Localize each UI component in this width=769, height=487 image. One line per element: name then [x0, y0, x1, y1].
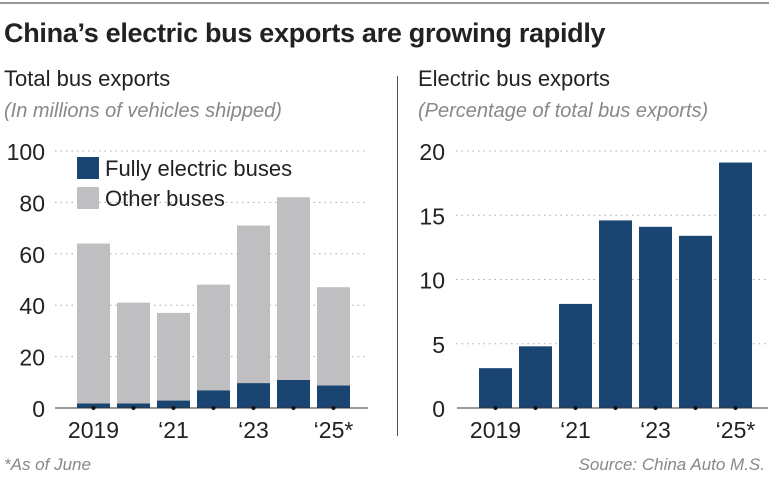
y-tick-label: 0	[32, 396, 45, 422]
right-chart-title: Electric bus exports	[418, 66, 610, 91]
x-tick	[171, 406, 176, 410]
bar-other	[117, 302, 150, 404]
figure-title: China’s electric bus exports are growing…	[4, 18, 606, 48]
y-tick-label: 15	[419, 203, 445, 229]
x-tick-label: ‘21	[158, 417, 189, 443]
right-chart-subtitle: (Percentage of total bus exports)	[418, 100, 709, 122]
top-rule	[0, 2, 769, 4]
y-tick-label: 10	[419, 268, 445, 294]
legend-swatch	[77, 157, 99, 179]
x-tick-label: 2019	[68, 417, 119, 443]
bar-electric	[197, 390, 230, 408]
bar-electric-share	[639, 226, 672, 408]
bar-electric	[77, 403, 110, 408]
bar-electric-share	[719, 162, 752, 408]
bar-electric-share	[679, 235, 712, 408]
x-tick-label: ‘23	[640, 417, 671, 443]
bar-electric-share	[479, 368, 512, 408]
x-tick	[251, 406, 256, 410]
y-tick-label: 40	[19, 293, 45, 319]
x-tick-label: ‘25*	[314, 417, 354, 443]
x-tick	[693, 406, 698, 410]
y-tick-label: 0	[432, 396, 445, 422]
bar-other	[237, 225, 270, 384]
left-chart-title: Total bus exports	[4, 66, 171, 91]
x-tick	[291, 406, 296, 410]
bar-other	[197, 284, 230, 391]
divider	[397, 76, 398, 436]
bar-electric	[157, 400, 190, 408]
x-tick	[131, 406, 136, 410]
x-tick	[733, 406, 738, 410]
x-tick	[613, 406, 618, 410]
bar-other	[317, 287, 350, 386]
legend-swatch	[77, 187, 99, 209]
x-tick	[211, 406, 216, 410]
y-tick-label: 100	[7, 139, 45, 165]
y-tick-label: 20	[19, 345, 45, 371]
bar-electric	[117, 403, 150, 408]
left-chart-subtitle: (In millions of vehicles shipped)	[4, 100, 282, 122]
x-tick	[573, 406, 578, 410]
bar-electric	[237, 383, 270, 408]
y-tick-label: 20	[419, 139, 445, 165]
x-tick-label: ‘21	[560, 417, 591, 443]
x-tick-label: ‘25*	[716, 417, 756, 443]
bar-electric-share	[519, 346, 552, 408]
x-tick	[331, 406, 336, 410]
x-tick	[653, 406, 658, 410]
x-tick	[91, 406, 96, 410]
source: Source: China Auto M.S.	[578, 455, 765, 474]
bar-electric	[277, 379, 310, 408]
bar-other	[277, 197, 310, 380]
x-tick-label: 2019	[470, 417, 521, 443]
y-tick-label: 80	[19, 190, 45, 216]
x-tick-label: ‘23	[238, 417, 269, 443]
bar-other	[77, 243, 110, 404]
footnote: *As of June	[4, 455, 91, 474]
bar-electric-share	[599, 220, 632, 408]
y-tick-label: 60	[19, 242, 45, 268]
bar-electric	[317, 385, 350, 408]
bar-electric-share	[559, 303, 592, 408]
y-tick-label: 5	[432, 332, 445, 358]
legend-label: Other buses	[105, 186, 225, 211]
legend-label: Fully electric buses	[105, 156, 292, 181]
x-tick	[493, 406, 498, 410]
bar-other	[157, 312, 190, 401]
x-tick	[533, 406, 538, 410]
